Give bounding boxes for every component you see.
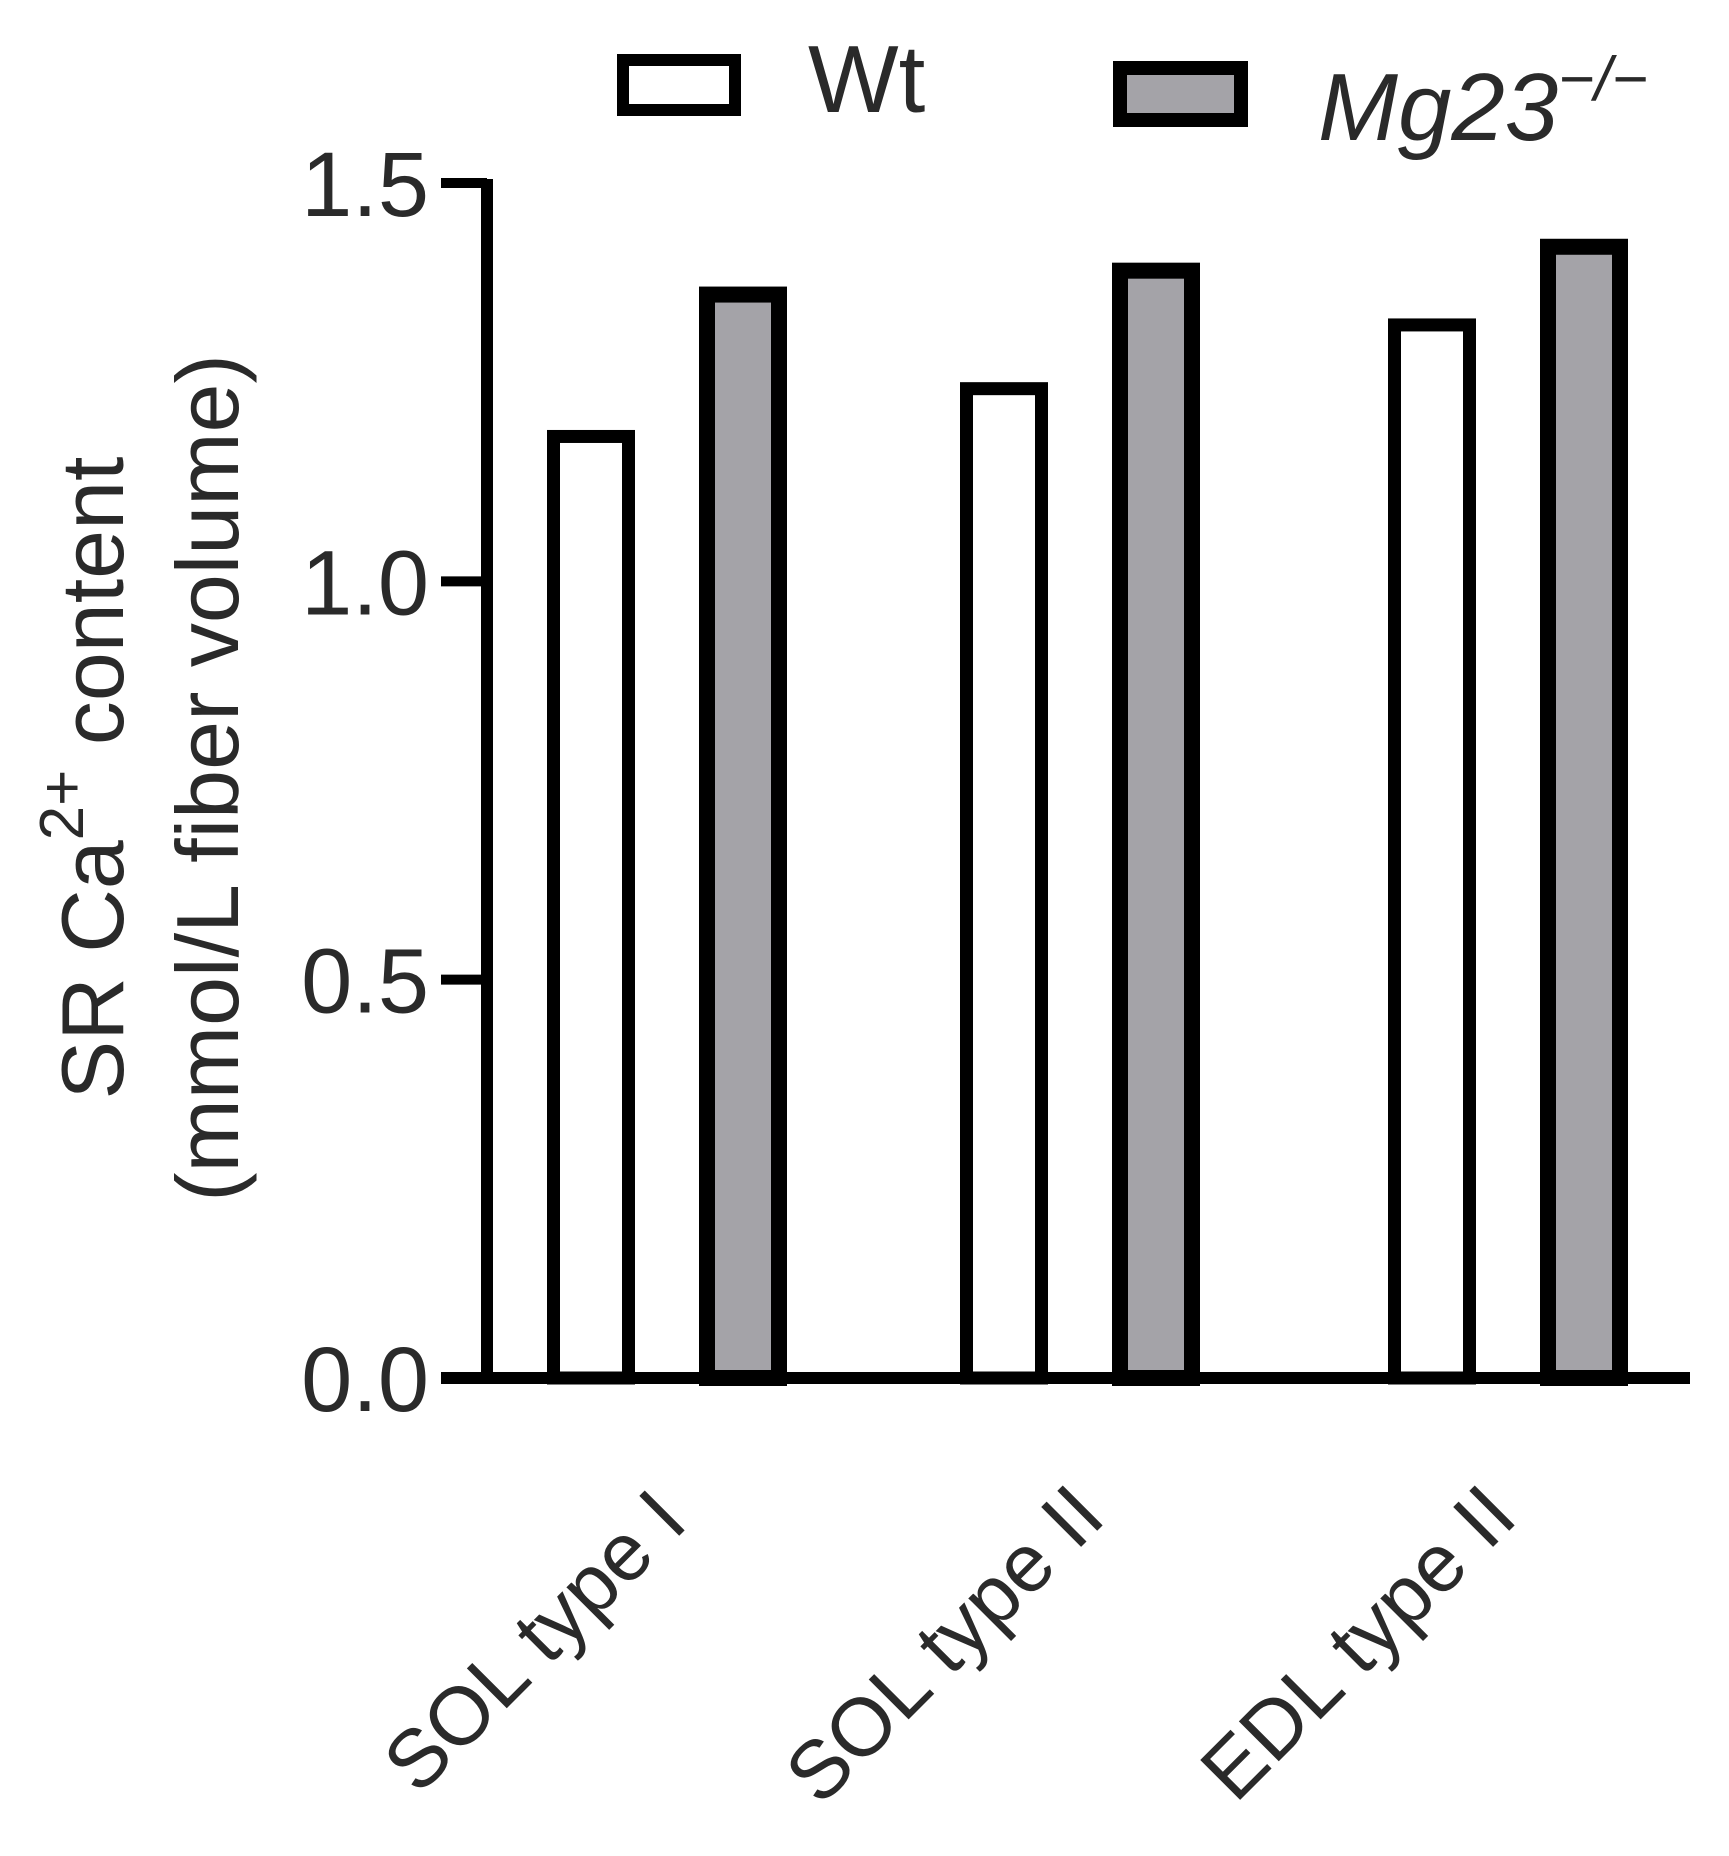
legend-label-wt: Wt (808, 26, 925, 133)
legend-swatch-mg23 (1113, 61, 1248, 127)
legend: Wt Mg23−/− (617, 26, 1648, 161)
y-axis-title-line1: SR Ca2+ content (28, 456, 142, 1099)
y-tick-label-0: 0.0 (301, 1329, 429, 1431)
y-axis-title-suffix: content (43, 456, 142, 769)
category-label-sol-type-ii: SOL type II (768, 1468, 1120, 1820)
y-axis-title-superscript: 2+ (28, 770, 97, 841)
legend-label-mg23-superscript: −/− (1558, 45, 1648, 114)
y-tick-label-1: 0.5 (301, 931, 429, 1033)
bar-edl-type-ii-mg23 (1540, 238, 1628, 1386)
legend-item-mg23: Mg23−/− (1113, 45, 1648, 161)
legend-item-wt: Wt (617, 26, 925, 133)
legend-label-mg23: Mg23−/− (1318, 45, 1648, 161)
bar-sol-type-ii-wt (960, 382, 1048, 1385)
bars-group (547, 238, 1628, 1387)
y-axis-title-line2: (mmol/L fiber volume) (158, 354, 257, 1202)
y-tick-label-2: 1.0 (301, 532, 429, 634)
bar-sol-type-i-wt (547, 429, 635, 1385)
y-axis: 0.0 0.5 1.0 1.5 (301, 134, 493, 1431)
legend-label-mg23-main: Mg23 (1318, 54, 1558, 161)
bar-edl-type-ii-wt (1388, 318, 1476, 1385)
y-axis-title: SR Ca2+ content (mmol/L fiber volume) (28, 354, 257, 1202)
bar-sol-type-i-mg23 (699, 286, 787, 1387)
y-axis-title-prefix: SR Ca (43, 840, 142, 1099)
category-label-sol-type-i: SOL type I (367, 1473, 703, 1809)
bar-sol-type-ii-mg23 (1112, 262, 1200, 1387)
category-label-edl-type-ii: EDL type II (1184, 1468, 1533, 1817)
y-tick-label-3: 1.5 (301, 134, 429, 236)
category-labels: SOL type I SOL type II EDL type II (367, 1468, 1533, 1820)
legend-swatch-wt (617, 54, 741, 116)
